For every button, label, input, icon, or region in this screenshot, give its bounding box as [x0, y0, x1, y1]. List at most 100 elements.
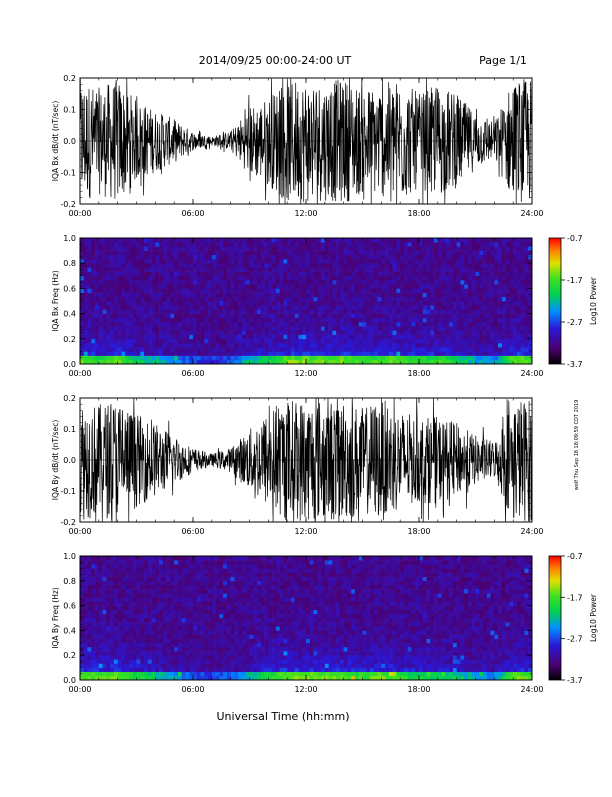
spectrogram-cell [88, 322, 92, 327]
spectrogram-cell [129, 242, 133, 247]
spectrogram-cell [201, 318, 205, 323]
spectrogram-cell [389, 297, 393, 302]
spectrogram-cell [449, 314, 453, 319]
spectrogram-cell [114, 672, 118, 676]
spectrogram-cell [216, 314, 220, 319]
spectrogram-cell [110, 643, 114, 647]
spectrogram-cell [201, 280, 205, 285]
spectrogram-cell [219, 255, 223, 259]
spectrogram-cell [174, 322, 178, 327]
spectrogram-cell [287, 280, 291, 285]
spectrogram-cell [201, 581, 205, 585]
spectrogram-cell [381, 276, 385, 281]
spectrogram-cell [445, 255, 449, 259]
spectrogram-cell [246, 356, 250, 361]
spectrogram-cell [159, 626, 163, 630]
spectrogram-cell [283, 343, 287, 348]
spectrogram-cell [216, 330, 220, 335]
spectrogram-cell [427, 301, 431, 306]
spectrogram-cell [502, 314, 506, 319]
spectrogram-cell [317, 272, 321, 277]
spectrogram-cell [167, 672, 171, 676]
spectrogram-cell [302, 335, 306, 340]
spectrogram-cell [170, 581, 174, 585]
spectrogram-cell [185, 330, 189, 335]
spectrogram-cell [182, 610, 186, 614]
spectrogram-cell [321, 322, 325, 327]
spectrogram-cell [494, 318, 498, 323]
spectrogram-cell [347, 238, 351, 243]
spectrogram-cell [212, 259, 216, 264]
spectrogram-cell [265, 318, 269, 323]
spectrogram-cell [340, 356, 344, 361]
spectrogram-cell [163, 259, 167, 264]
spectrogram-cell [464, 305, 468, 310]
spectrogram-cell [80, 276, 84, 281]
spectrogram-cell [306, 305, 310, 310]
spectrogram-cell [419, 309, 423, 314]
spectrogram-cell [476, 314, 480, 319]
spectrogram-cell [95, 284, 99, 289]
spectrogram-cell [193, 626, 197, 630]
spectrogram-cell [193, 238, 197, 243]
spectrogram-cell [144, 663, 148, 667]
spectrogram-cell [317, 293, 321, 298]
spectrogram-cell [88, 343, 92, 348]
spectrogram-cell [88, 293, 92, 298]
spectrogram-cell [385, 339, 389, 344]
spectrogram-cell [502, 330, 506, 335]
spectrogram-cell [513, 280, 517, 285]
spectrogram-cell [125, 343, 129, 348]
spectrogram-cell [99, 647, 103, 651]
spectrogram-cell [517, 322, 521, 327]
spectrogram-cell [513, 322, 517, 327]
spectrogram-cell [208, 297, 212, 302]
spectrogram-cell [121, 330, 125, 335]
y-tick-label: 0.1 [63, 425, 76, 434]
spectrogram-cell [246, 343, 250, 348]
spectrogram-cell [506, 280, 510, 285]
spectrogram-cell [242, 356, 246, 361]
spectrogram-cell [231, 251, 235, 256]
spectrogram-cell [310, 322, 314, 327]
spectrogram-cell [295, 288, 299, 293]
spectrogram-cell [189, 343, 193, 348]
spectrogram-cell [272, 242, 276, 247]
spectrogram-cell [84, 618, 88, 622]
spectrogram-cell [321, 309, 325, 314]
spectrogram-cell [295, 276, 299, 281]
spectrogram-cell [182, 585, 186, 589]
spectrogram-cell [140, 556, 144, 560]
spectrogram-cell [159, 356, 163, 361]
spectrogram-cell [498, 259, 502, 264]
spectrogram-cell [182, 647, 186, 651]
spectrogram-cell [99, 301, 103, 306]
y-tick-label: -0.2 [60, 518, 76, 527]
spectrogram-cell [219, 356, 223, 361]
spectrogram-cell [118, 639, 122, 643]
spectrogram-cell [257, 276, 261, 281]
spectrogram-cell [400, 330, 404, 335]
spectrogram-cell [84, 556, 88, 560]
spectrogram-cell [310, 238, 314, 243]
spectrogram-cell [280, 347, 284, 352]
by-spectrogram-cells [80, 556, 532, 680]
spectrogram-cell [125, 314, 129, 319]
spectrogram-cell [238, 318, 242, 323]
spectrogram-cell [140, 339, 144, 344]
spectrogram-cell [91, 288, 95, 293]
spectrogram-cell [321, 259, 325, 264]
spectrogram-cell [393, 318, 397, 323]
spectrogram-cell [95, 556, 99, 560]
spectrogram-cell [140, 351, 144, 356]
spectrogram-cell [427, 297, 431, 302]
spectrogram-cell [208, 246, 212, 251]
spectrogram-cell [370, 314, 374, 319]
spectrogram-cell [487, 309, 491, 314]
y-tick-label: 0.2 [63, 394, 76, 403]
spectrogram-cell [298, 238, 302, 243]
spectrogram-cell [419, 326, 423, 331]
spectrogram-cell [321, 293, 325, 298]
spectrogram-cell [250, 251, 254, 256]
spectrogram-cell [374, 297, 378, 302]
